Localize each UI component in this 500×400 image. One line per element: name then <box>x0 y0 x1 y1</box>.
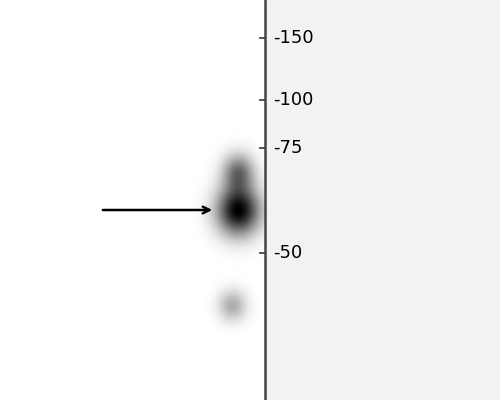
Text: -100: -100 <box>273 91 314 109</box>
Text: -50: -50 <box>273 244 302 262</box>
Text: -150: -150 <box>273 29 314 47</box>
Bar <box>265 0 500 400</box>
Text: -75: -75 <box>273 139 302 157</box>
